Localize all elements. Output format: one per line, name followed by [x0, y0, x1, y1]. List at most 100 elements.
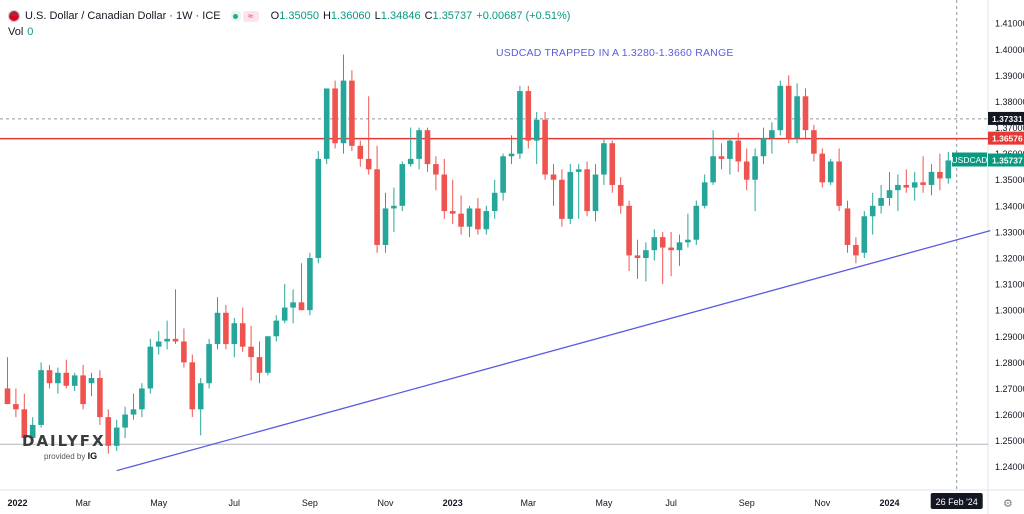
- candle[interactable]: [878, 184, 884, 214]
- candle[interactable]: [307, 252, 313, 316]
- candle[interactable]: [223, 304, 229, 350]
- candle[interactable]: [155, 331, 162, 355]
- candle[interactable]: [886, 171, 893, 206]
- candle[interactable]: [332, 80, 338, 149]
- candle[interactable]: [4, 357, 11, 405]
- candle[interactable]: [685, 213, 691, 248]
- candle[interactable]: [676, 234, 683, 266]
- candle[interactable]: [701, 174, 708, 209]
- candle[interactable]: [836, 148, 842, 212]
- candle[interactable]: [239, 307, 246, 352]
- candle[interactable]: [903, 169, 910, 193]
- candle[interactable]: [273, 315, 280, 342]
- candle[interactable]: [416, 127, 422, 170]
- candle[interactable]: [365, 96, 372, 175]
- candle[interactable]: [827, 158, 834, 185]
- candle[interactable]: [693, 200, 700, 245]
- candle[interactable]: [349, 70, 355, 152]
- candle[interactable]: [407, 127, 414, 167]
- candle[interactable]: [71, 372, 78, 392]
- candle[interactable]: [63, 359, 70, 389]
- candle[interactable]: [752, 148, 758, 212]
- candle[interactable]: [29, 417, 36, 444]
- candle[interactable]: [80, 364, 86, 410]
- candle[interactable]: [265, 336, 271, 376]
- candle[interactable]: [659, 231, 666, 285]
- candle[interactable]: [769, 122, 775, 154]
- candle[interactable]: [491, 179, 498, 219]
- candle[interactable]: [710, 130, 716, 185]
- candle[interactable]: [172, 289, 179, 345]
- candle[interactable]: [811, 124, 817, 162]
- candle[interactable]: [760, 127, 767, 165]
- candle[interactable]: [777, 80, 784, 136]
- candle[interactable]: [458, 195, 464, 235]
- candle[interactable]: [189, 354, 196, 418]
- candle[interactable]: [911, 171, 918, 201]
- candle[interactable]: [609, 140, 616, 193]
- candle[interactable]: [122, 406, 128, 438]
- candle[interactable]: [382, 192, 389, 253]
- candle[interactable]: [533, 111, 540, 165]
- candle[interactable]: [147, 338, 154, 394]
- candle[interactable]: [374, 145, 380, 253]
- candle[interactable]: [340, 54, 347, 154]
- gear-icon[interactable]: ⚙: [1003, 498, 1013, 510]
- candle[interactable]: [113, 419, 120, 452]
- candle[interactable]: [727, 138, 733, 175]
- candle[interactable]: [391, 187, 397, 232]
- candle[interactable]: [651, 229, 658, 261]
- candle[interactable]: [441, 158, 448, 219]
- candle[interactable]: [139, 383, 145, 418]
- candle[interactable]: [945, 152, 952, 184]
- candle[interactable]: [298, 263, 305, 311]
- candle[interactable]: [643, 242, 649, 282]
- candle[interactable]: [433, 156, 439, 191]
- candle[interactable]: [466, 205, 473, 238]
- candle[interactable]: [483, 205, 490, 235]
- candle[interactable]: [248, 325, 254, 381]
- candle[interactable]: [592, 164, 599, 222]
- candle[interactable]: [928, 164, 935, 196]
- candle[interactable]: [785, 75, 792, 144]
- candle[interactable]: [601, 138, 607, 185]
- candle[interactable]: [550, 164, 557, 206]
- candle[interactable]: [559, 169, 565, 227]
- volume-legend[interactable]: Vol 0: [8, 26, 33, 38]
- candle[interactable]: [895, 174, 901, 212]
- candle[interactable]: [323, 88, 330, 165]
- candle[interactable]: [315, 151, 322, 264]
- candle[interactable]: [500, 153, 506, 201]
- candle[interactable]: [105, 409, 112, 454]
- candle[interactable]: [214, 297, 221, 350]
- trendline[interactable]: [116, 229, 991, 472]
- candle[interactable]: [718, 143, 725, 170]
- candle[interactable]: [197, 378, 204, 436]
- candle[interactable]: [290, 289, 296, 324]
- candle[interactable]: [508, 135, 515, 165]
- candle[interactable]: [206, 338, 212, 389]
- candle[interactable]: [525, 85, 532, 149]
- candle[interactable]: [844, 200, 851, 253]
- wave-icon[interactable]: ≈: [242, 10, 259, 22]
- candle[interactable]: [449, 179, 456, 225]
- candle[interactable]: [281, 284, 288, 324]
- candle[interactable]: [869, 192, 876, 235]
- candle[interactable]: [861, 211, 868, 258]
- candle[interactable]: [584, 161, 590, 217]
- candle[interactable]: [231, 318, 238, 358]
- candle[interactable]: [357, 140, 364, 167]
- candle[interactable]: [55, 367, 61, 394]
- candle[interactable]: [937, 153, 943, 191]
- candle[interactable]: [21, 393, 28, 446]
- candle[interactable]: [743, 148, 750, 191]
- candle[interactable]: [634, 239, 641, 279]
- candle[interactable]: [130, 393, 137, 420]
- candle[interactable]: [164, 320, 170, 350]
- candle[interactable]: [819, 148, 826, 188]
- candle[interactable]: [13, 388, 19, 418]
- candle[interactable]: [517, 85, 523, 159]
- candle[interactable]: [46, 364, 53, 389]
- candle[interactable]: [97, 370, 103, 425]
